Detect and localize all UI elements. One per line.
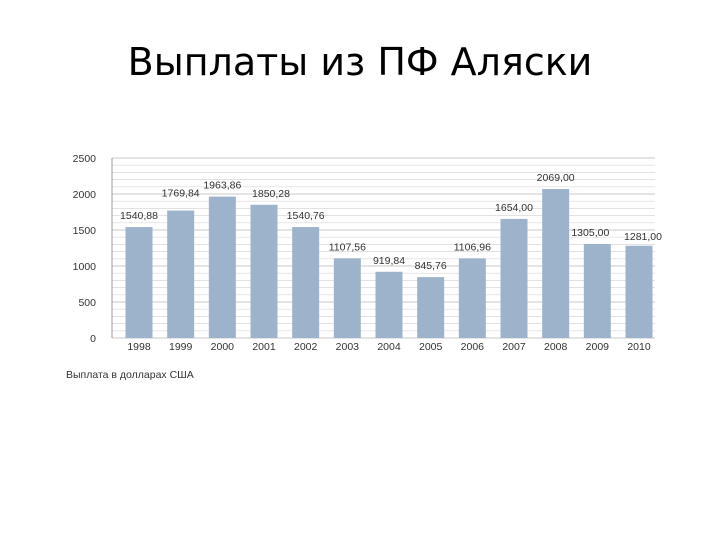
bar [583, 244, 611, 338]
y-axis: 0 500 1000 1500 2000 2500 [73, 153, 113, 345]
data-label: 845,76 [415, 260, 447, 272]
bar [250, 204, 278, 338]
bar [500, 218, 528, 338]
y-tick-label: 2000 [73, 189, 97, 201]
bar [458, 258, 486, 338]
x-tick-label: 1998 [127, 341, 151, 353]
bar [542, 189, 570, 338]
bar [125, 227, 153, 338]
x-tick-label: 2002 [294, 341, 318, 353]
data-label: 1963,86 [203, 180, 241, 192]
x-tick-label: 2000 [211, 341, 235, 353]
data-label: 1281,00 [624, 231, 662, 243]
x-tick-label: 2004 [377, 341, 401, 353]
x-tick-label: 2009 [586, 341, 610, 353]
data-label: 1305,00 [571, 227, 609, 239]
x-tick-label: 2003 [336, 341, 360, 353]
bar [375, 271, 403, 338]
x-tick-label: 2005 [419, 341, 443, 353]
y-tick-label: 1000 [73, 261, 97, 273]
x-tick-label: 2007 [502, 341, 526, 353]
x-axis: 1998 1999 2000 2001 2002 2003 2004 2005 2006 2007… [127, 341, 651, 353]
y-axis-caption: Выплата в долларах США [66, 369, 194, 381]
bars [125, 189, 653, 338]
y-tick-label: 2500 [73, 153, 97, 165]
bar [417, 277, 445, 338]
x-tick-label: 2010 [627, 341, 651, 353]
data-label: 2069,00 [537, 172, 575, 184]
bar [292, 227, 320, 338]
data-label: 1654,00 [495, 202, 533, 214]
y-tick-label: 0 [90, 333, 96, 345]
data-label: 1769,84 [162, 188, 200, 200]
data-label: 1540,76 [287, 210, 325, 222]
x-tick-label: 1999 [169, 341, 193, 353]
x-tick-label: 2001 [252, 341, 276, 353]
data-label: 1850,28 [252, 188, 290, 200]
bar [625, 245, 653, 338]
data-label: 1540,88 [120, 210, 158, 222]
slide-title: Выплаты из ПФ Аляски [127, 40, 593, 84]
data-label: 919,84 [373, 255, 405, 267]
x-tick-label: 2006 [461, 341, 485, 353]
bar [208, 196, 236, 338]
data-label: 1107,56 [329, 241, 366, 253]
y-tick-label: 500 [78, 297, 96, 309]
y-tick-label: 1500 [73, 225, 97, 237]
bar [333, 258, 361, 338]
data-label: 1106,96 [454, 241, 491, 253]
bar [167, 210, 195, 338]
x-tick-label: 2008 [544, 341, 568, 353]
